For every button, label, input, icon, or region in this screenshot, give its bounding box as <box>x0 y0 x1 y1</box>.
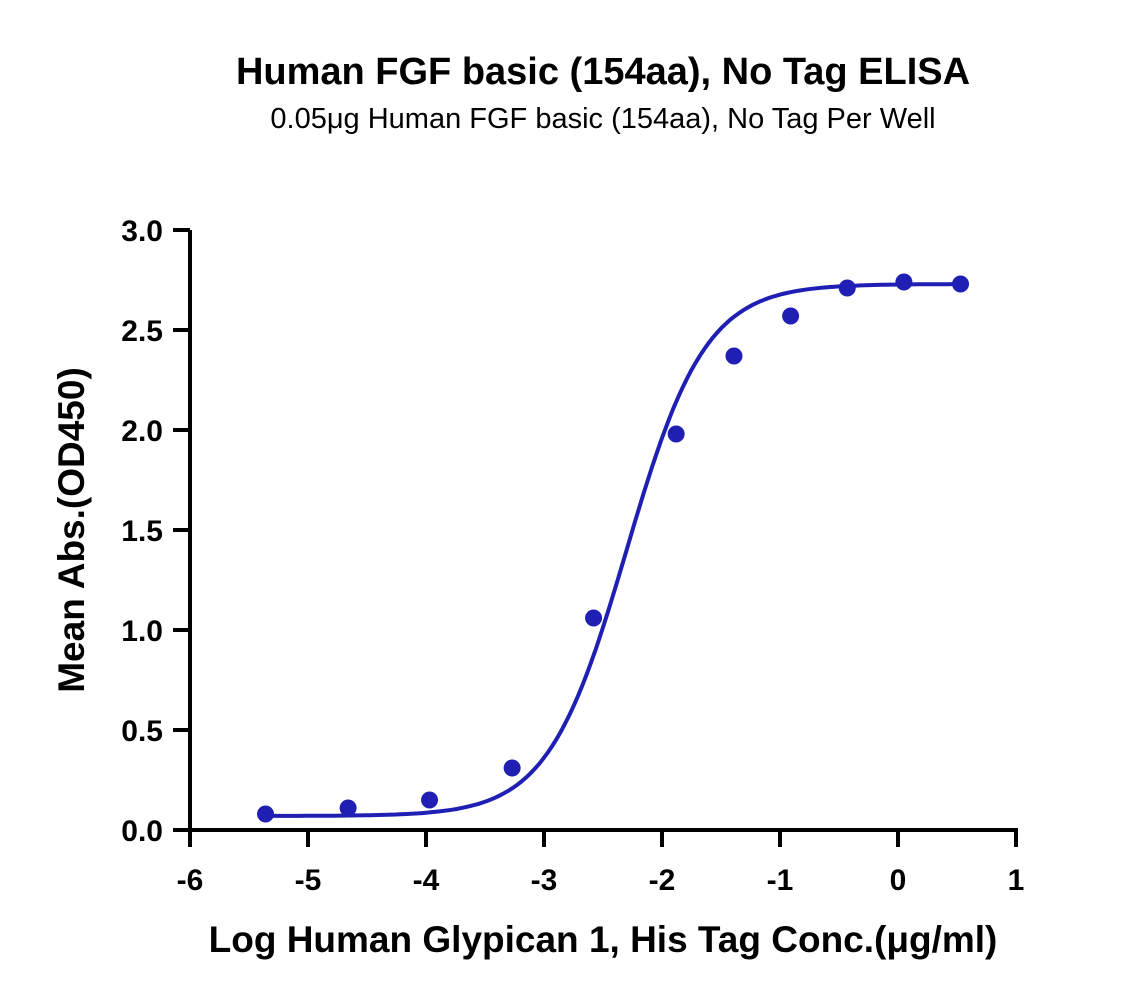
y-axis: 0.0 0.5 1.0 1.5 2.0 2.5 3.0 <box>121 215 192 848</box>
y-tick-label: 1.0 <box>121 615 163 648</box>
x-tick-label: -1 <box>767 864 794 897</box>
data-point <box>421 791 439 809</box>
x-tick-label: -3 <box>531 864 558 897</box>
y-ticks: 0.0 0.5 1.0 1.5 2.0 2.5 3.0 <box>121 215 190 848</box>
y-tick-label: 1.5 <box>121 515 163 548</box>
chart-subtitle: 0.05μg Human FGF basic (154aa), No Tag P… <box>270 103 935 135</box>
data-points <box>257 273 970 823</box>
x-tick-label: -2 <box>649 864 676 897</box>
data-point <box>339 799 357 817</box>
x-tick-label: -5 <box>295 864 322 897</box>
x-axis-label: Log Human Glypican 1, His Tag Conc.(μg/m… <box>209 919 998 960</box>
data-point <box>585 609 603 627</box>
x-tick-label: -6 <box>177 864 204 897</box>
y-axis-label: Mean Abs.(OD450) <box>51 367 92 693</box>
data-point <box>667 425 685 443</box>
data-point <box>895 273 913 291</box>
y-tick-label: 2.5 <box>121 315 163 348</box>
data-point <box>782 307 800 325</box>
y-tick-label: 3.0 <box>121 215 163 248</box>
x-ticks: -6 -5 -4 -3 -2 -1 0 1 <box>177 830 1025 897</box>
data-point <box>725 347 743 365</box>
data-point <box>838 279 856 297</box>
x-tick-label: 0 <box>890 864 907 897</box>
data-point <box>257 805 275 823</box>
chart-title: Human FGF basic (154aa), No Tag ELISA <box>236 51 970 93</box>
y-tick-label: 0.5 <box>121 715 163 748</box>
x-tick-label: 1 <box>1008 864 1025 897</box>
fit-curve <box>265 282 961 818</box>
x-axis: -6 -5 -4 -3 -2 -1 0 1 <box>177 828 1025 897</box>
x-tick-label: -4 <box>413 864 440 897</box>
y-tick-label: 2.0 <box>121 415 163 448</box>
y-tick-label: 0.0 <box>121 815 163 848</box>
data-point <box>503 759 521 777</box>
data-point <box>952 275 970 293</box>
